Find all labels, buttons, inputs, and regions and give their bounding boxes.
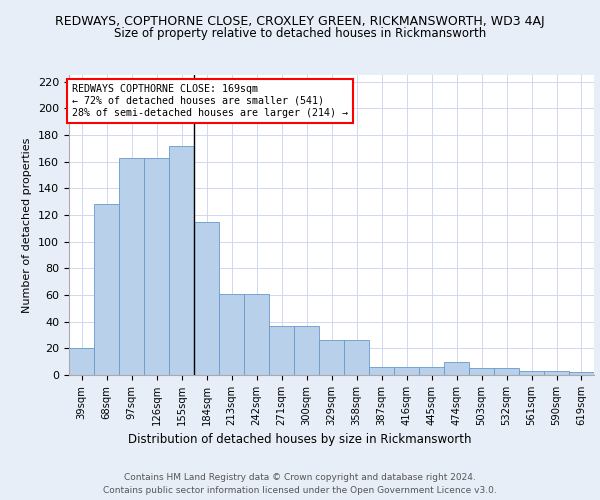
Bar [344,340,369,375]
Y-axis label: Number of detached properties: Number of detached properties [22,138,32,312]
Bar [219,294,244,375]
Bar [294,326,319,375]
Bar [569,372,594,375]
Bar [394,367,419,375]
Text: REDWAYS, COPTHORNE CLOSE, CROXLEY GREEN, RICKMANSWORTH, WD3 4AJ: REDWAYS, COPTHORNE CLOSE, CROXLEY GREEN,… [55,15,545,28]
Text: Contains public sector information licensed under the Open Government Licence v3: Contains public sector information licen… [103,486,497,495]
Bar [519,371,544,375]
Bar [119,158,144,375]
Bar [194,222,219,375]
Bar [244,294,269,375]
Text: Distribution of detached houses by size in Rickmansworth: Distribution of detached houses by size … [128,432,472,446]
Bar [94,204,119,375]
Bar [419,367,444,375]
Bar [369,367,394,375]
Text: Contains HM Land Registry data © Crown copyright and database right 2024.: Contains HM Land Registry data © Crown c… [124,472,476,482]
Text: REDWAYS COPTHORNE CLOSE: 169sqm
← 72% of detached houses are smaller (541)
28% o: REDWAYS COPTHORNE CLOSE: 169sqm ← 72% of… [72,84,348,117]
Bar [269,326,294,375]
Bar [444,362,469,375]
Bar [469,368,494,375]
Bar [544,371,569,375]
Bar [319,340,344,375]
Bar [144,158,169,375]
Bar [494,368,519,375]
Bar [169,146,194,375]
Bar [69,348,94,375]
Text: Size of property relative to detached houses in Rickmansworth: Size of property relative to detached ho… [114,28,486,40]
